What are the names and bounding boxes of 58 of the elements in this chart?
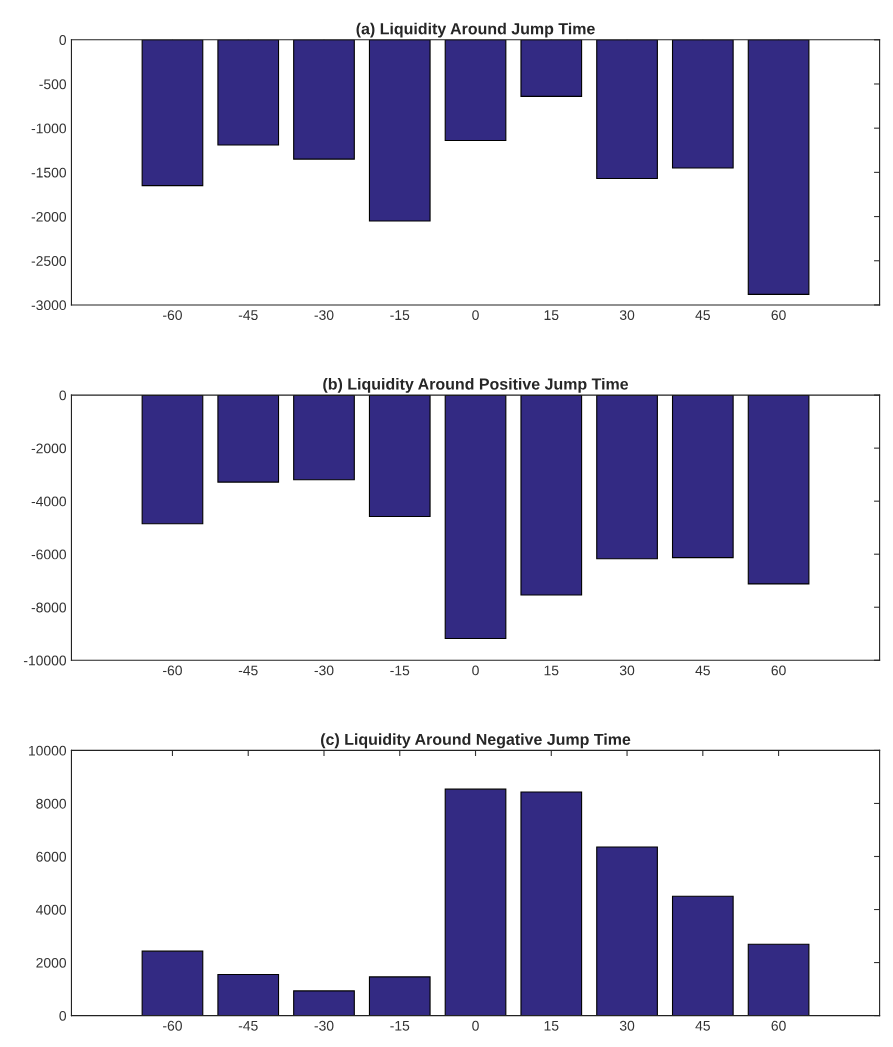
bar	[520, 791, 583, 1016]
x-tick-label: 0	[472, 665, 479, 676]
bar	[671, 895, 734, 1016]
x-tick-label: 0	[472, 1020, 479, 1031]
x-tick-label: -45	[238, 665, 258, 676]
x-tick-label: 15	[544, 1020, 559, 1031]
x-tick-label: -60	[163, 310, 182, 321]
x-tick-label: 45	[695, 310, 710, 321]
y-tick-label: 10000	[29, 745, 67, 756]
chart-title: (c) Liquidity Around Negative Jump Time	[321, 733, 631, 749]
x-tick-label: -30	[314, 665, 334, 676]
x-tick-label: 15	[544, 665, 559, 676]
x-tick-label: -60	[163, 1020, 182, 1031]
x-tick-label: 0	[472, 310, 479, 321]
x-tick-label: -60	[163, 665, 182, 676]
y-tick-label: 0	[59, 1010, 67, 1021]
y-tick-label: -3000	[31, 300, 67, 311]
y-tick-label: 2000	[36, 957, 67, 968]
y-tick-label: 8000	[36, 798, 67, 809]
y-tick-label: -500	[39, 79, 67, 90]
x-tick-label: 30	[619, 310, 635, 321]
bar	[217, 973, 280, 1016]
y-tick-label: -6000	[31, 549, 67, 560]
y-tick-label: -2000	[31, 443, 67, 454]
y-tick-label: -1500	[31, 167, 67, 178]
bar	[747, 943, 810, 1016]
y-tick-label: 4000	[36, 904, 67, 915]
x-tick-label: 60	[771, 1020, 786, 1031]
x-tick-label: 45	[695, 665, 710, 676]
y-tick-label: 6000	[36, 851, 67, 862]
y-tick-label: -10000	[23, 655, 67, 666]
x-tick-label: -30	[314, 310, 334, 321]
bar	[141, 950, 204, 1016]
chart-title: (a) Liquidity Around Jump Time	[356, 22, 595, 38]
y-tick-label: -4000	[31, 496, 67, 507]
x-tick-label: 30	[619, 1020, 635, 1031]
bar	[293, 990, 355, 1016]
x-tick-label: 60	[771, 665, 786, 676]
x-tick-label: 60	[771, 310, 786, 321]
bar	[444, 788, 507, 1016]
x-tick-label: -15	[390, 310, 410, 321]
y-tick-label: 0	[59, 35, 67, 45]
x-tick-label: 30	[619, 665, 635, 676]
chart-title: (b) Liquidity Around Positive Jump Time	[323, 377, 629, 393]
y-tick-label: -2500	[31, 256, 67, 266]
x-tick-label: -15	[390, 1020, 410, 1031]
y-tick-label: 0	[59, 390, 67, 401]
x-tick-label: 15	[544, 310, 559, 321]
bar	[596, 846, 658, 1016]
y-tick-label: -1000	[31, 123, 67, 134]
y-tick-label: -2000	[31, 211, 67, 222]
x-tick-label: 45	[695, 1020, 710, 1031]
x-tick-label: -30	[314, 1020, 334, 1031]
y-tick-label: -8000	[31, 602, 67, 613]
x-tick-label: -45	[238, 1020, 258, 1031]
bar	[368, 976, 431, 1016]
x-tick-label: -15	[390, 665, 410, 676]
x-tick-label: -45	[238, 310, 258, 321]
